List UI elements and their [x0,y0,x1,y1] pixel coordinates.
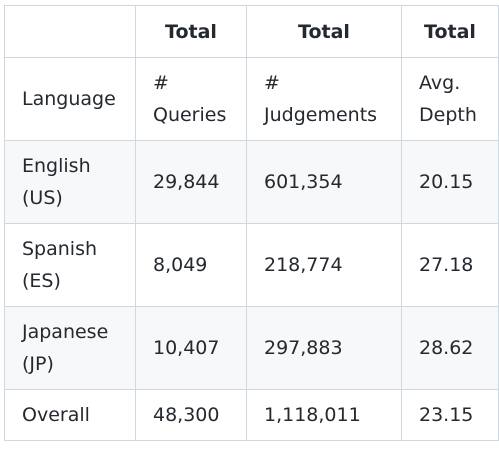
cell-depth: 28.62 [401,306,499,390]
cell-queries: 10,407 [135,306,247,390]
overall-row: Overall 48,300 1,118,011 23.15 [4,389,499,441]
cell-judgements: 218,774 [246,223,402,307]
subheader-row: Language # Queries # Judgements Avg. Dep… [4,57,499,141]
cell-overall-queries: 48,300 [135,389,247,441]
subheader-queries: # Queries [135,57,247,141]
cell-overall-label: Overall [4,389,136,441]
cell-overall-judgements: 1,118,011 [246,389,402,441]
subheader-language-line-1: Language [22,88,116,110]
subheader-judgements-line-2: Judgements [264,104,378,126]
cell-language: Spanish (ES) [4,223,136,307]
header-cell-total-queries: Total [135,5,247,58]
header-cell-total-judgements: Total [246,5,402,58]
cell-overall-depth: 23.15 [401,389,499,441]
header-cell-total-depth: Total [401,5,499,58]
table-row: English (US) 29,844 601,354 20.15 [4,140,499,224]
subheader-judgements-line-1: # [264,72,280,94]
cell-depth: 20.15 [401,140,499,224]
cell-judgements: 601,354 [246,140,402,224]
header-row: Total Total Total [4,5,499,58]
subheader-queries-line-1: # [153,72,169,94]
cell-queries: 8,049 [135,223,247,307]
cell-language-line-2: (US) [22,187,63,209]
cell-judgements: 297,883 [246,306,402,390]
subheader-language: Language [4,57,136,141]
header-cell-empty [4,5,136,58]
cell-language-line-2: (ES) [22,270,61,292]
data-table: Total Total Total Language # Queries # J… [4,5,499,441]
subheader-depth: Avg. Depth [401,57,499,141]
subheader-depth-line-2: Depth [419,104,477,126]
cell-depth: 27.18 [401,223,499,307]
cell-language: English (US) [4,140,136,224]
cell-language-line-1: English [22,155,91,177]
cell-language-line-1: Japanese [22,321,109,343]
table-row: Spanish (ES) 8,049 218,774 27.18 [4,223,499,307]
table-row: Japanese (JP) 10,407 297,883 28.62 [4,306,499,390]
subheader-queries-line-2: Queries [153,104,227,126]
cell-language-line-1: Spanish [22,238,98,260]
subheader-depth-line-1: Avg. [419,72,461,94]
subheader-judgements: # Judgements [246,57,402,141]
cell-language-line-2: (JP) [22,353,54,375]
cell-language: Japanese (JP) [4,306,136,390]
cell-queries: 29,844 [135,140,247,224]
